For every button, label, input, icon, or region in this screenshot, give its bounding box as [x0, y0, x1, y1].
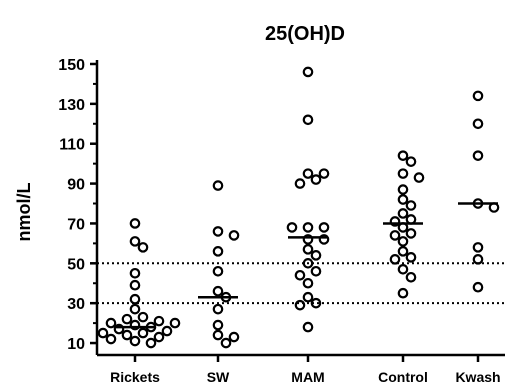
data-point	[318, 222, 330, 233]
y-tick-label: 50	[67, 256, 85, 273]
data-point	[105, 317, 117, 329]
x-axis: Rickets SW MAM Control Kwash	[97, 353, 505, 385]
data-point	[302, 66, 314, 78]
y-tick-label: 150	[58, 57, 85, 74]
data-point	[153, 315, 165, 327]
data-point	[318, 234, 330, 245]
data-point	[161, 325, 173, 337]
data-point	[212, 329, 224, 341]
data-point	[129, 303, 141, 315]
data-point	[294, 269, 306, 281]
data-point	[310, 250, 322, 261]
data-point	[389, 216, 401, 227]
data-point	[397, 194, 409, 205]
data-point	[212, 319, 224, 331]
x-tick-label: MAM	[291, 369, 324, 385]
x-tick-label: Rickets	[110, 369, 160, 385]
data-point	[137, 311, 149, 323]
data-point	[129, 218, 141, 229]
data-point	[129, 236, 141, 247]
data-point	[113, 323, 125, 335]
data-point	[97, 327, 109, 339]
data-point	[294, 299, 306, 311]
data-points	[97, 66, 500, 349]
data-point	[397, 263, 409, 275]
data-point	[472, 118, 484, 130]
data-point	[129, 335, 141, 347]
x-tick-label: Kwash	[455, 369, 500, 385]
data-point	[302, 168, 314, 179]
data-point	[302, 222, 314, 233]
data-point	[302, 258, 314, 269]
y-tick-label: 30	[67, 296, 85, 313]
data-point	[212, 226, 224, 237]
data-point	[137, 327, 149, 339]
data-point	[472, 254, 484, 265]
data-point	[145, 337, 157, 349]
y-tick-label: 70	[67, 216, 85, 233]
y-axis: 10 30 50 70 90 110 130 150	[58, 57, 99, 355]
data-point	[212, 246, 224, 257]
data-point	[302, 291, 314, 303]
y-axis-label: nmol/L	[14, 183, 34, 242]
data-point	[153, 331, 165, 343]
data-point	[472, 150, 484, 161]
data-point	[405, 271, 417, 283]
data-point	[405, 252, 417, 263]
data-point	[212, 265, 224, 277]
data-point	[129, 293, 141, 305]
data-point	[397, 208, 409, 219]
data-point	[129, 319, 141, 331]
data-point	[472, 90, 484, 102]
data-point	[137, 242, 149, 253]
data-point	[397, 287, 409, 299]
data-point	[397, 246, 409, 257]
reference-lines	[97, 262, 505, 305]
data-point	[472, 242, 484, 253]
data-point	[129, 279, 141, 291]
data-point	[121, 329, 133, 341]
data-point	[397, 184, 409, 195]
data-point	[228, 230, 240, 241]
data-point	[212, 303, 224, 315]
y-tick-label: 90	[67, 177, 85, 194]
data-point	[302, 244, 314, 255]
data-point	[129, 267, 141, 279]
data-point	[310, 174, 322, 185]
data-point	[413, 172, 425, 183]
data-point	[405, 228, 417, 239]
data-point	[397, 168, 409, 179]
data-point	[389, 254, 401, 265]
data-point	[405, 200, 417, 211]
x-tick-label: SW	[207, 369, 230, 385]
x-tick-label: Control	[378, 369, 428, 385]
data-point	[121, 313, 133, 325]
data-point	[105, 333, 117, 345]
data-point	[310, 297, 322, 309]
data-point	[302, 277, 314, 289]
data-point	[397, 236, 409, 247]
data-point	[212, 180, 224, 191]
chart-title: 25(OH)D	[265, 23, 345, 45]
data-point	[405, 156, 417, 167]
data-point	[318, 168, 330, 179]
y-tick-label: 10	[67, 336, 85, 353]
data-point	[286, 222, 298, 233]
data-point	[310, 265, 322, 277]
data-point	[294, 178, 306, 189]
data-point	[302, 114, 314, 126]
data-point	[472, 281, 484, 293]
data-point	[228, 331, 240, 343]
data-point	[302, 321, 314, 333]
data-point	[397, 150, 409, 161]
y-tick-label: 110	[59, 137, 85, 154]
median-lines	[115, 202, 498, 329]
data-point	[212, 285, 224, 297]
y-tick-label: 130	[58, 97, 85, 114]
data-point	[169, 317, 181, 329]
data-point	[389, 230, 401, 241]
data-point	[220, 337, 232, 349]
data-point	[302, 234, 314, 245]
